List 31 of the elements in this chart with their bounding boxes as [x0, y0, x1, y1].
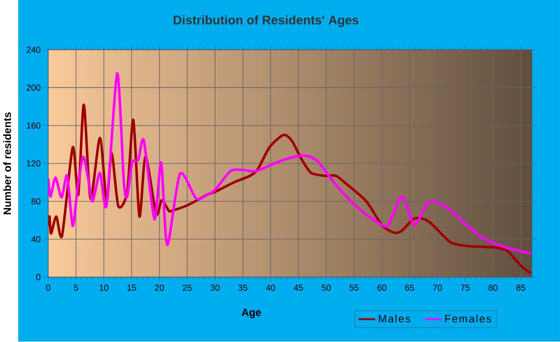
x-tick-label: 25 — [182, 284, 192, 291]
x-tick-label: 35 — [238, 284, 248, 291]
y-tick-label: 40 — [31, 236, 40, 243]
x-tick-label: 20 — [155, 284, 164, 291]
y-tick-label: 80 — [31, 198, 40, 205]
x-tick-label: 0 — [46, 284, 50, 291]
y-tick-label: 200 — [26, 84, 40, 91]
x-tick-label: 65 — [405, 284, 414, 291]
y-axis-title: Number of residents — [3, 112, 12, 214]
x-tick-label: 85 — [516, 284, 526, 291]
line-series — [48, 72, 532, 255]
x-tick-label: 80 — [488, 284, 498, 291]
legend-label: Females — [445, 314, 492, 323]
x-tick-label: 60 — [377, 284, 386, 291]
x-tick-label: 10 — [100, 284, 108, 291]
legend-label: Males — [378, 314, 410, 323]
y-tick-label: 240 — [26, 46, 40, 54]
x-tick-label: 40 — [266, 284, 276, 291]
y-tick-label: 160 — [26, 122, 40, 129]
x-tick-label: 75 — [460, 284, 470, 291]
x-tick-label: 15 — [127, 284, 136, 291]
x-tick-label: 45 — [294, 284, 303, 291]
x-tick-label: 50 — [322, 284, 331, 291]
x-tick-label: 5 — [74, 284, 78, 291]
x-tick-label: 30 — [210, 284, 220, 291]
y-tick-label: 120 — [26, 160, 40, 167]
x-tick-label: 55 — [350, 284, 358, 291]
x-tick-label: 70 — [433, 284, 442, 291]
chart-title: Distribution of Residents' Ages — [174, 16, 358, 28]
x-axis-title: Age — [242, 308, 262, 318]
y-tick-label: 0 — [36, 274, 40, 280]
